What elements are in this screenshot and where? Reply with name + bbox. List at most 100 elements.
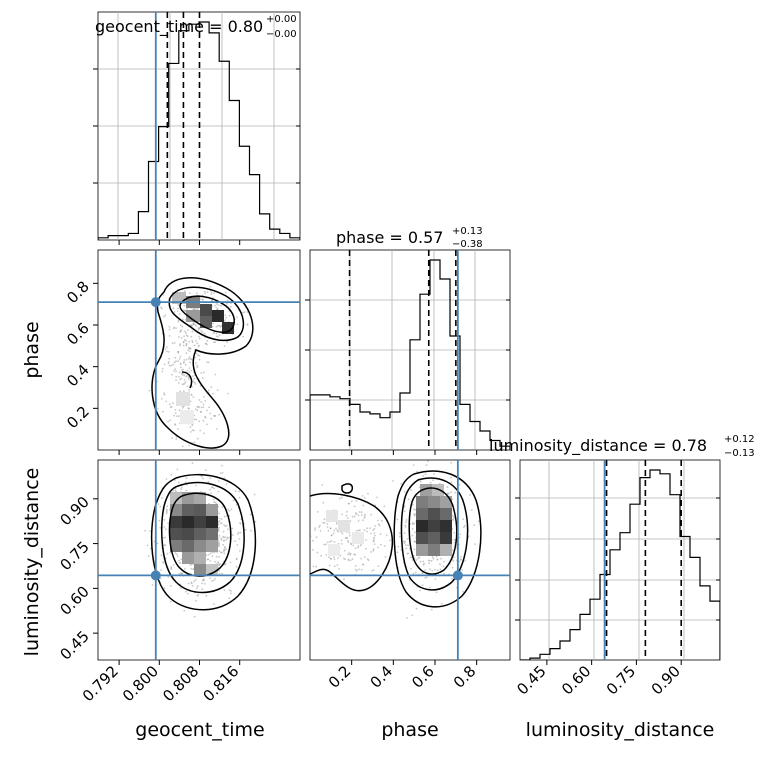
sample-point (149, 530, 151, 533)
sample-point (234, 490, 237, 493)
truth-line (310, 570, 510, 581)
sample-point (195, 599, 197, 602)
sample-point (322, 501, 325, 504)
sample-point (213, 501, 216, 504)
sample-point (469, 494, 471, 496)
sample-point (411, 528, 414, 530)
sample-point (443, 560, 445, 563)
sample-point (355, 499, 358, 502)
sample-point (177, 481, 180, 484)
sample-point (163, 393, 166, 396)
sample-point (212, 498, 215, 501)
sample-point (213, 414, 216, 417)
sample-point (370, 513, 372, 516)
sample-point (223, 524, 225, 526)
sample-point (220, 304, 222, 307)
sample-point (159, 505, 162, 508)
sample-point (218, 541, 220, 544)
sample-point (413, 508, 415, 511)
sample-point (220, 538, 223, 541)
sample-point (180, 488, 182, 490)
sample-point (174, 487, 177, 490)
sample-point (462, 590, 464, 593)
sample-point (165, 478, 168, 480)
sample-point (167, 522, 170, 524)
sample-point (236, 323, 239, 325)
sample-point (189, 361, 191, 364)
sample-point (357, 514, 360, 517)
sample-point (168, 335, 171, 337)
sample-point (146, 544, 149, 547)
sample-point (181, 572, 183, 575)
sample-point (170, 568, 173, 570)
sample-point (407, 544, 409, 547)
histogram-phase (310, 259, 510, 450)
sample-point (415, 559, 418, 561)
sample-point (200, 329, 203, 332)
sample-point (190, 582, 193, 585)
sample-point (225, 460, 228, 462)
sample-point (363, 515, 366, 518)
sample-point (193, 344, 196, 347)
sample-point (218, 512, 220, 515)
sample-point (315, 536, 318, 539)
sample-point (460, 558, 462, 561)
sample-point (180, 366, 182, 369)
sample-point (353, 505, 356, 508)
sample-point (405, 519, 408, 521)
x-tick-label: 0.45 (513, 662, 549, 698)
sample-point (220, 324, 223, 327)
title-phase: phase = 0.57 (336, 228, 443, 247)
sample-point (180, 337, 183, 339)
sample-point (185, 375, 188, 378)
sample-point (188, 371, 191, 373)
sample-point (184, 381, 187, 383)
sample-point (198, 337, 201, 340)
sample-point (224, 314, 227, 317)
sample-point (223, 345, 226, 347)
sample-point (235, 503, 238, 506)
sample-point (188, 367, 191, 369)
sample-point (337, 557, 340, 559)
truth-line (98, 250, 300, 450)
sample-point (430, 559, 433, 562)
sample-point (212, 579, 215, 582)
sample-point (183, 339, 186, 341)
panel-phase-vs-geocent-time (97, 249, 301, 451)
sample-point (192, 375, 194, 377)
sample-point (177, 319, 180, 321)
y-tick-label: 0.90 (56, 493, 92, 529)
sample-point (226, 536, 229, 539)
sample-point (377, 519, 379, 522)
sample-point (210, 386, 213, 389)
sample-point (180, 587, 182, 589)
sample-point (370, 551, 372, 553)
sample-point (188, 389, 190, 391)
sample-point (174, 409, 177, 411)
sample-point (213, 341, 215, 343)
sample-point (316, 551, 319, 554)
sample-point (218, 572, 221, 575)
sample-point (360, 514, 363, 516)
sample-point (183, 609, 186, 612)
sample-point (195, 325, 198, 327)
sample-point (343, 578, 345, 580)
sample-point (190, 393, 193, 396)
sample-point (377, 546, 379, 549)
sample-point (149, 547, 152, 550)
sample-point (180, 329, 183, 331)
sample-point (185, 477, 188, 479)
sample-point (202, 396, 205, 398)
sample-point (372, 548, 375, 551)
sample-point (246, 311, 249, 313)
sample-point (227, 392, 230, 395)
sample-point (211, 325, 214, 328)
sample-point (404, 526, 407, 528)
sample-point (230, 590, 232, 592)
sample-point (218, 556, 221, 558)
sample-point (221, 551, 223, 554)
sample-point (198, 335, 200, 338)
sample-point (360, 544, 362, 547)
sample-point (322, 521, 324, 524)
sample-point (157, 408, 159, 410)
